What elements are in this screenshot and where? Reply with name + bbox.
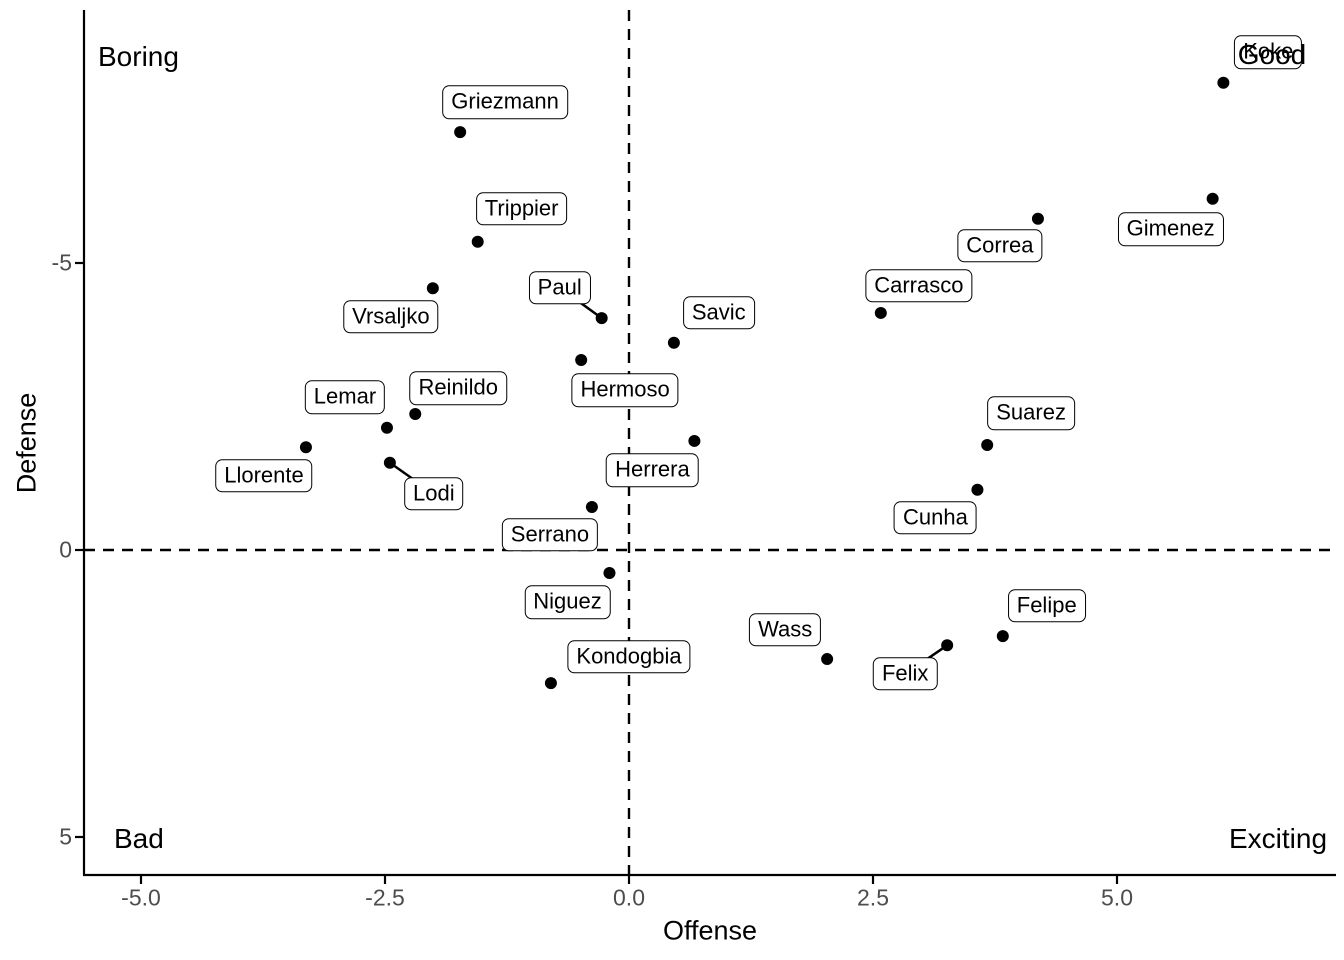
x-axis-tick-label: -2.5 (365, 884, 405, 911)
point-label: Correa (957, 229, 1043, 263)
data-point (981, 438, 994, 451)
quadrant-label-exciting: Exciting (1228, 823, 1328, 854)
point-label: Gimenez (1117, 212, 1224, 246)
data-point (454, 126, 467, 139)
point-label: Suarez (987, 396, 1075, 431)
x-axis-title: Offense (662, 915, 758, 946)
point-label: Kondogbia (567, 640, 691, 674)
data-point (383, 456, 396, 469)
data-point (575, 354, 588, 367)
data-point (1206, 192, 1219, 205)
point-label: Lemar (304, 380, 386, 415)
x-axis-tick-label: -5.0 (121, 884, 161, 911)
data-point (595, 312, 608, 325)
data-point (585, 500, 598, 513)
data-point (1031, 212, 1044, 225)
x-axis-tick-label: 0.0 (613, 884, 645, 911)
point-label: Niguez (524, 585, 611, 619)
point-label: Felipe (1007, 588, 1086, 623)
data-point (941, 639, 954, 652)
data-point (603, 566, 616, 579)
point-label: Lodi (404, 477, 464, 511)
quadrant-label-boring: Boring (98, 41, 179, 72)
data-point (971, 483, 984, 496)
data-point (821, 653, 834, 666)
point-label: Serrano (501, 518, 599, 552)
data-point (874, 306, 887, 319)
point-label: Savic (682, 296, 755, 330)
data-point (996, 630, 1009, 643)
point-label: Paul (528, 270, 591, 305)
data-point (299, 441, 312, 454)
x-axis-tick-label: 2.5 (857, 884, 889, 911)
data-point (409, 407, 422, 420)
point-label: Wass (749, 613, 822, 647)
point-label: Reinildo (409, 371, 507, 405)
quadrant-label-bad: Bad (114, 823, 164, 854)
x-axis-tick-label: 5.0 (1101, 884, 1133, 911)
point-label: Koke (1234, 35, 1303, 70)
y-axis-tick-label: 5 (59, 823, 72, 850)
point-label: Hermoso (571, 373, 679, 408)
data-point (688, 434, 701, 447)
data-point (426, 282, 439, 295)
data-point (1217, 76, 1230, 89)
point-label: Llorente (215, 459, 313, 493)
point-label: Carrasco (865, 269, 973, 303)
y-axis-title: Defense (11, 392, 42, 494)
point-label: Griezmann (442, 85, 568, 119)
data-point (471, 235, 484, 248)
point-label: Cunha (894, 501, 977, 535)
y-axis-tick-label: -5 (51, 249, 72, 276)
quadrant-label-good: Good (1237, 39, 1307, 70)
y-axis-tick-label: 0 (59, 536, 72, 563)
data-point (667, 336, 680, 349)
point-label: Herrera (606, 453, 699, 487)
data-point (380, 421, 393, 434)
point-label: Trippier (475, 192, 568, 226)
point-label: Vrsaljko (343, 300, 439, 334)
data-point (544, 677, 557, 690)
point-label: Felix (872, 657, 938, 691)
